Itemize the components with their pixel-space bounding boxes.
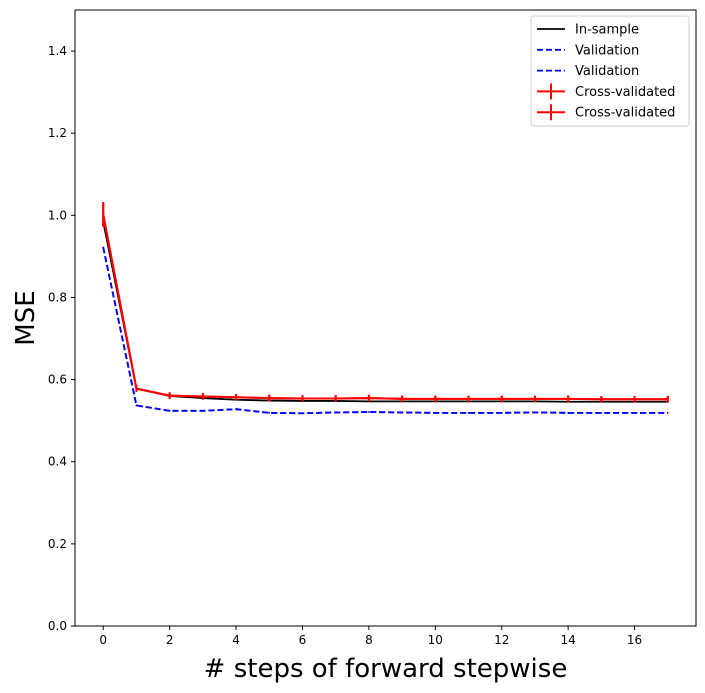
data-point: [368, 411, 370, 413]
data-point: [467, 412, 470, 414]
data-point: [235, 408, 237, 410]
data-point: [534, 411, 536, 414]
data-point: [401, 411, 403, 414]
y-axis-label: MSE: [11, 290, 41, 345]
data-point: [500, 412, 503, 414]
y-tick-label: 0.8: [48, 290, 67, 304]
x-tick-label: 2: [166, 633, 174, 647]
y-tick-label: 0.2: [48, 537, 67, 551]
data-point: [168, 410, 171, 412]
x-tick-label: 16: [627, 633, 642, 647]
y-tick-label: 0.4: [48, 455, 67, 469]
y-tick-label: 0.0: [48, 619, 67, 633]
x-tick-label: 14: [561, 633, 576, 647]
data-point: [268, 412, 271, 414]
data-point: [434, 412, 437, 414]
series-line-2: [102, 247, 668, 415]
series-layer: [102, 202, 669, 415]
y-tick-label: 1.2: [48, 126, 67, 140]
x-tick-label: 0: [99, 633, 107, 647]
legend-box: [530, 15, 690, 127]
x-tick-label: 12: [494, 633, 509, 647]
data-point: [202, 410, 204, 412]
x-tick-label: 8: [365, 633, 373, 647]
data-point: [135, 404, 138, 407]
data-point: [102, 246, 105, 249]
y-tick-label: 1.0: [48, 208, 67, 222]
y-axis: 0.0 0.2 0.4 0.6 0.8 1.0 1.2 1.4: [48, 44, 75, 633]
legend-label: Validation: [575, 64, 639, 79]
data-point: [666, 412, 669, 414]
legend-label: Cross-validated: [575, 106, 675, 121]
legend-label: In-sample: [575, 23, 639, 38]
x-tick-label: 4: [232, 633, 240, 647]
data-point: [567, 412, 569, 414]
legend-label: Cross-validated: [575, 85, 675, 100]
y-tick-label: 1.4: [48, 44, 67, 58]
x-axis: 0 2 4 6 8 10 12 14 16: [99, 626, 642, 647]
x-axis-label: # steps of forward stepwise: [204, 654, 568, 684]
legend-label: Validation: [575, 43, 639, 58]
y-tick-label: 0.6: [48, 373, 67, 387]
data-point: [600, 412, 603, 414]
data-point: [334, 411, 337, 414]
data-point: [633, 412, 636, 414]
series-line-4: [102, 214, 668, 401]
x-tick-label: 10: [428, 633, 443, 647]
legend: In-sample Validation Validation Cross-valid…: [530, 15, 690, 127]
series-line-0: [102, 221, 668, 403]
x-tick-label: 6: [299, 633, 307, 647]
data-point: [301, 412, 304, 415]
plot-frame: [74, 9, 697, 627]
